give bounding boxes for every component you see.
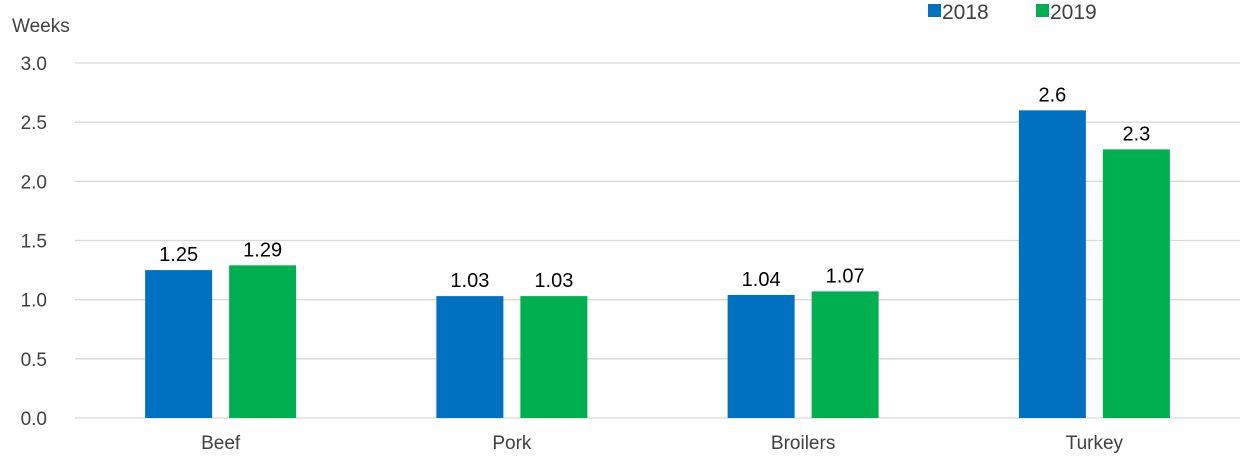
y-tick-label: 3.0 xyxy=(21,54,47,75)
bars xyxy=(145,110,1170,418)
y-ticks: 0.0 0.5 1.0 1.5 2.0 2.5 3.0 xyxy=(21,54,47,430)
legend-label-2019: 2019 xyxy=(1050,1,1097,24)
data-label: 1.03 xyxy=(450,270,489,292)
data-label: 1.25 xyxy=(159,244,198,266)
y-axis-label: Weeks xyxy=(12,16,70,37)
data-labels: 1.25 1.29 1.03 1.03 1.04 1.07 2.6 2.3 xyxy=(159,84,1150,292)
bar-2019-beef xyxy=(229,265,297,418)
bar-2018-pork xyxy=(436,296,504,418)
data-label: 1.29 xyxy=(243,239,282,261)
x-categories: Beef Pork Broilers Turkey xyxy=(201,433,1123,454)
x-category-label: Turkey xyxy=(1066,433,1124,454)
y-tick-label: 2.5 xyxy=(21,113,47,134)
bar-2018-beef xyxy=(145,270,213,418)
y-tick-label: 2.0 xyxy=(21,172,47,193)
bar-2019-broilers xyxy=(811,291,879,418)
y-tick-label: 0.0 xyxy=(21,409,47,430)
x-category-label: Pork xyxy=(492,433,532,454)
bar-2018-turkey xyxy=(1018,110,1086,418)
y-tick-label: 0.5 xyxy=(21,350,47,371)
data-label: 2.6 xyxy=(1038,84,1066,106)
legend: 2018 2019 xyxy=(928,1,1097,24)
bar-2019-turkey xyxy=(1102,149,1170,418)
legend-label-2018: 2018 xyxy=(942,1,989,24)
y-tick-label: 1.0 xyxy=(21,291,47,312)
legend-swatch-2019 xyxy=(1036,4,1049,17)
data-label: 2.3 xyxy=(1122,123,1150,145)
data-label: 1.04 xyxy=(742,269,781,291)
x-category-label: Broilers xyxy=(771,433,835,454)
data-label: 1.03 xyxy=(534,270,573,292)
bar-2018-broilers xyxy=(727,294,795,418)
data-label: 1.07 xyxy=(826,265,865,287)
y-tick-label: 1.5 xyxy=(21,232,47,253)
bar-2019-pork xyxy=(520,296,588,418)
legend-swatch-2018 xyxy=(928,4,941,17)
x-category-label: Beef xyxy=(201,433,241,454)
